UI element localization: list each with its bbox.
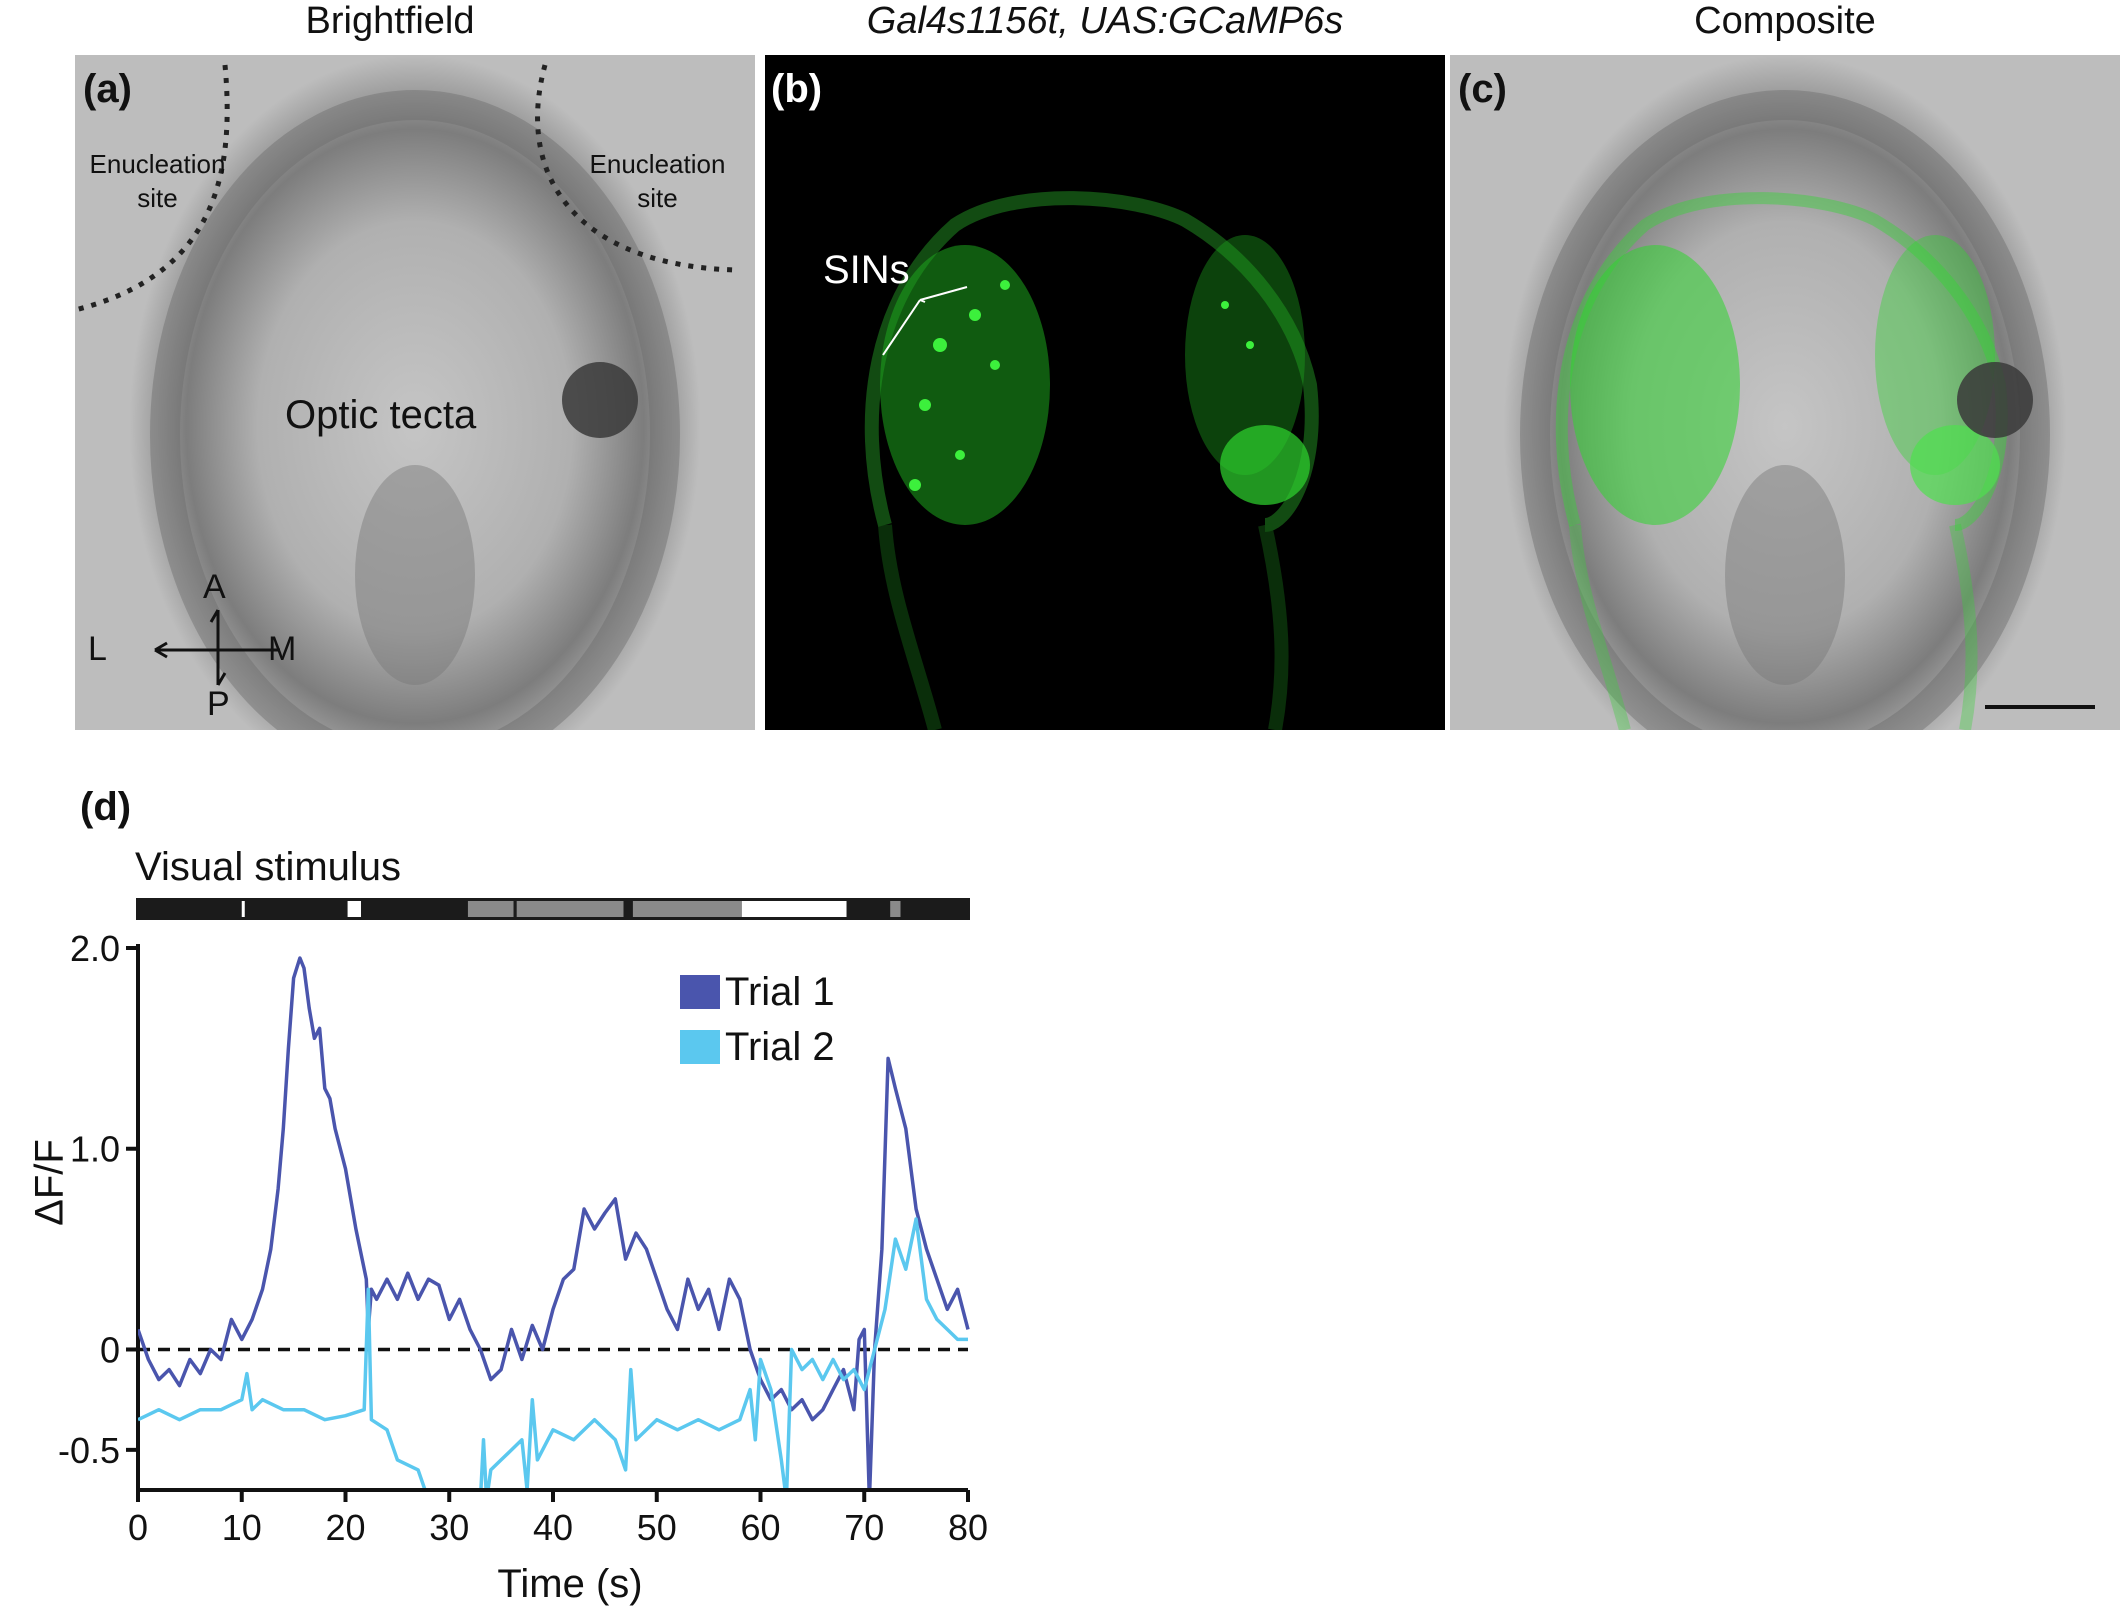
stimulus-segment-5 xyxy=(467,901,514,917)
x-tick-label-4: 40 xyxy=(533,1507,573,1548)
stimulus-segment-12 xyxy=(890,901,901,917)
y-tick-label-0: 2.0 xyxy=(70,928,120,969)
x-tick-label-6: 60 xyxy=(740,1507,780,1548)
x-tick-label-0: 0 xyxy=(128,1507,148,1548)
legend-swatch-trial-1 xyxy=(680,975,720,1009)
stimulus-segment-0 xyxy=(138,901,242,917)
stimulus-segment-4 xyxy=(361,901,468,917)
stimulus-bar xyxy=(136,898,970,920)
compass-L: L xyxy=(88,630,107,668)
stimulus-segment-7 xyxy=(516,901,624,917)
compass-P: P xyxy=(207,685,230,723)
brightfield-image: (a) Enucleation site Enucleation site Opti… xyxy=(75,55,755,730)
legend-label-trial-1: Trial 1 xyxy=(725,970,835,1014)
x-tick-label-3: 30 xyxy=(429,1507,469,1548)
panel-b-title: Gal4s1156t, UAS:GCaMP6s xyxy=(866,0,1344,42)
x-tick-label-7: 70 xyxy=(844,1507,884,1548)
stimulus-segment-11 xyxy=(846,901,891,917)
series-line-trial-1 xyxy=(138,956,970,1488)
compass-A: A xyxy=(203,568,226,606)
optic-tecta-label: Optic tecta xyxy=(285,393,477,437)
sins-label: SINs xyxy=(823,248,910,292)
compass-M: M xyxy=(268,630,297,668)
series-line-trial-2 xyxy=(138,1217,968,1488)
stimulus-segment-2 xyxy=(244,901,348,917)
stimulus-segment-8 xyxy=(623,901,633,917)
y-tick-label-1: 1.0 xyxy=(70,1129,120,1170)
x-tick-label-8: 80 xyxy=(948,1507,988,1548)
stimulus-segment-3 xyxy=(347,901,362,917)
panel-a-title: Brightfield xyxy=(305,0,475,42)
legend-swatch-trial-2 xyxy=(680,1030,720,1064)
y-tick-label-2: 0 xyxy=(100,1329,120,1370)
composite-image: (c) xyxy=(1450,55,2120,730)
visual-stimulus-label: Visual stimulus xyxy=(135,845,402,889)
stimulus-segment-9 xyxy=(632,901,742,917)
stimulus-segment-10 xyxy=(741,901,847,917)
y-axis-label: ΔF/F xyxy=(27,1139,72,1226)
panel-c-title: Composite xyxy=(1694,0,1876,42)
enucleation-label-left: Enucleation site xyxy=(89,149,226,213)
panel-a-label: (a) xyxy=(83,67,132,111)
panel-d-label: (d) xyxy=(80,785,132,829)
legend-label-trial-2: Trial 2 xyxy=(725,1025,835,1069)
stimulus-segment-1 xyxy=(241,901,245,917)
panel-c-label: (c) xyxy=(1458,67,1507,111)
stimulus-segment-13 xyxy=(900,901,968,917)
fluorescence-image: (b) SINs xyxy=(765,55,1445,730)
y-tick-label-3: -0.5 xyxy=(58,1430,120,1471)
enucleation-label-right: Enucleation site xyxy=(589,149,726,213)
x-tick-label-5: 50 xyxy=(637,1507,677,1548)
x-tick-label-1: 10 xyxy=(222,1507,262,1548)
stimulus-segment-6 xyxy=(513,901,517,917)
panel-b-label: (b) xyxy=(771,67,823,111)
x-tick-label-2: 20 xyxy=(325,1507,365,1548)
x-axis-label: Time (s) xyxy=(497,1562,643,1606)
